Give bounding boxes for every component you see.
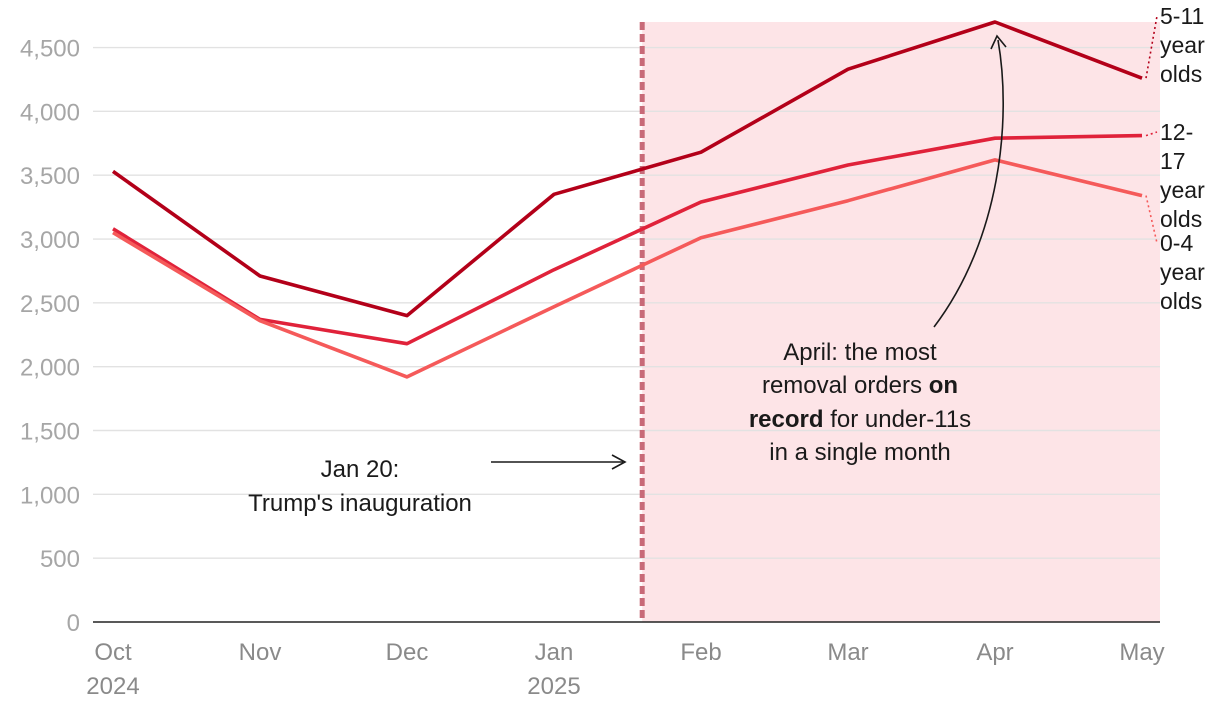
inauguration-annotation-line1: Jan 20: — [321, 456, 400, 483]
x-tick-label: May — [1119, 639, 1164, 666]
y-tick-label: 1,000 — [20, 482, 80, 509]
y-tick-label: 3,000 — [20, 227, 80, 254]
post-inauguration-shading — [642, 22, 1160, 622]
y-tick-label: 4,500 — [20, 36, 80, 63]
x-tick-label: Oct 2024 — [86, 639, 139, 700]
x-tick-label: Mar — [827, 639, 868, 666]
inauguration-arrow — [491, 454, 627, 470]
series-label: 12-17 year olds — [1160, 119, 1205, 232]
series-label-leader — [1145, 131, 1158, 137]
y-tick-label: 1,500 — [20, 419, 80, 446]
april-annotation-line3: record for under-11s — [749, 406, 971, 433]
y-axis-ticks: 0 500 1,000 1,500 2,000 2,500 3,000 3,500 4,000 4… — [20, 36, 80, 637]
april-annotation-line2: removal orders on — [762, 372, 958, 399]
inauguration-annotation-line2: Trump's inauguration — [248, 490, 472, 517]
x-tick-label: Feb — [680, 639, 721, 666]
x-tick-label: Apr — [976, 639, 1013, 666]
series-label: 0-4 year olds — [1160, 230, 1205, 314]
series-label-leader — [1145, 15, 1158, 79]
series-line — [112, 133, 1143, 346]
annotations: Jan 20: Trump's inauguration April: the … — [248, 34, 1007, 517]
series-line — [112, 158, 1143, 379]
series-label: 5-11 year olds — [1160, 3, 1205, 87]
x-tick-label: Jan 2025 — [527, 639, 580, 700]
y-tick-label: 2,500 — [20, 291, 80, 318]
x-tick-label: Nov — [239, 639, 282, 666]
series-line — [111, 20, 1143, 318]
y-tick-label: 2,000 — [20, 355, 80, 382]
y-tick-label: 3,500 — [20, 163, 80, 190]
y-tick-label: 4,000 — [20, 99, 80, 126]
x-axis-ticks: Oct 2024 Nov Dec Jan 2025 Feb Mar Apr May — [86, 639, 1164, 700]
y-tick-label: 500 — [40, 546, 80, 573]
series-lines — [111, 20, 1143, 379]
april-annotation-line1: April: the most — [783, 339, 937, 366]
april-arrow — [933, 34, 1007, 328]
april-annotation-line4: in a single month — [769, 439, 950, 466]
gridlines — [93, 46, 1160, 559]
series-label-leader — [1145, 195, 1158, 244]
y-tick-label: 0 — [67, 610, 80, 637]
x-tick-label: Dec — [386, 639, 429, 666]
